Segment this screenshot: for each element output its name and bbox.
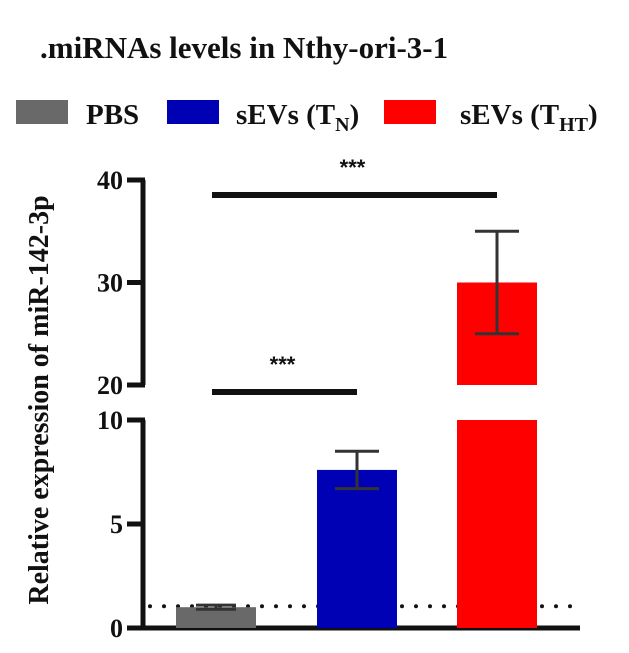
y-tick-label: 10 bbox=[97, 406, 123, 435]
bar-lower-segment bbox=[457, 420, 537, 628]
y-axis-label: Relative expression of miR-142-3p bbox=[24, 195, 55, 604]
legend: PBS sEVs (TN) sEVs (THT) bbox=[16, 99, 598, 136]
significance-label: *** bbox=[340, 155, 366, 180]
legend-swatch bbox=[16, 100, 68, 124]
y-tick-label: 0 bbox=[110, 614, 123, 643]
chart-title: .miRNAs levels in Nthy-ori-3-1 bbox=[40, 30, 448, 65]
bar bbox=[317, 469, 397, 628]
legend-swatch bbox=[384, 100, 436, 124]
bars bbox=[176, 229, 537, 628]
y-tick-label: 40 bbox=[97, 166, 123, 195]
bar bbox=[176, 607, 256, 628]
legend-label: sEVs (TN) bbox=[236, 99, 359, 136]
y-tick-label: 30 bbox=[97, 269, 123, 298]
legend-swatch bbox=[167, 100, 219, 124]
legend-label: sEVs (THT) bbox=[460, 99, 598, 136]
y-tick-label: 20 bbox=[97, 371, 123, 400]
significance-brackets: *** *** bbox=[212, 155, 497, 395]
y-tick-label: 5 bbox=[110, 510, 123, 539]
legend-label: PBS bbox=[86, 99, 139, 131]
significance-label: *** bbox=[270, 352, 296, 377]
